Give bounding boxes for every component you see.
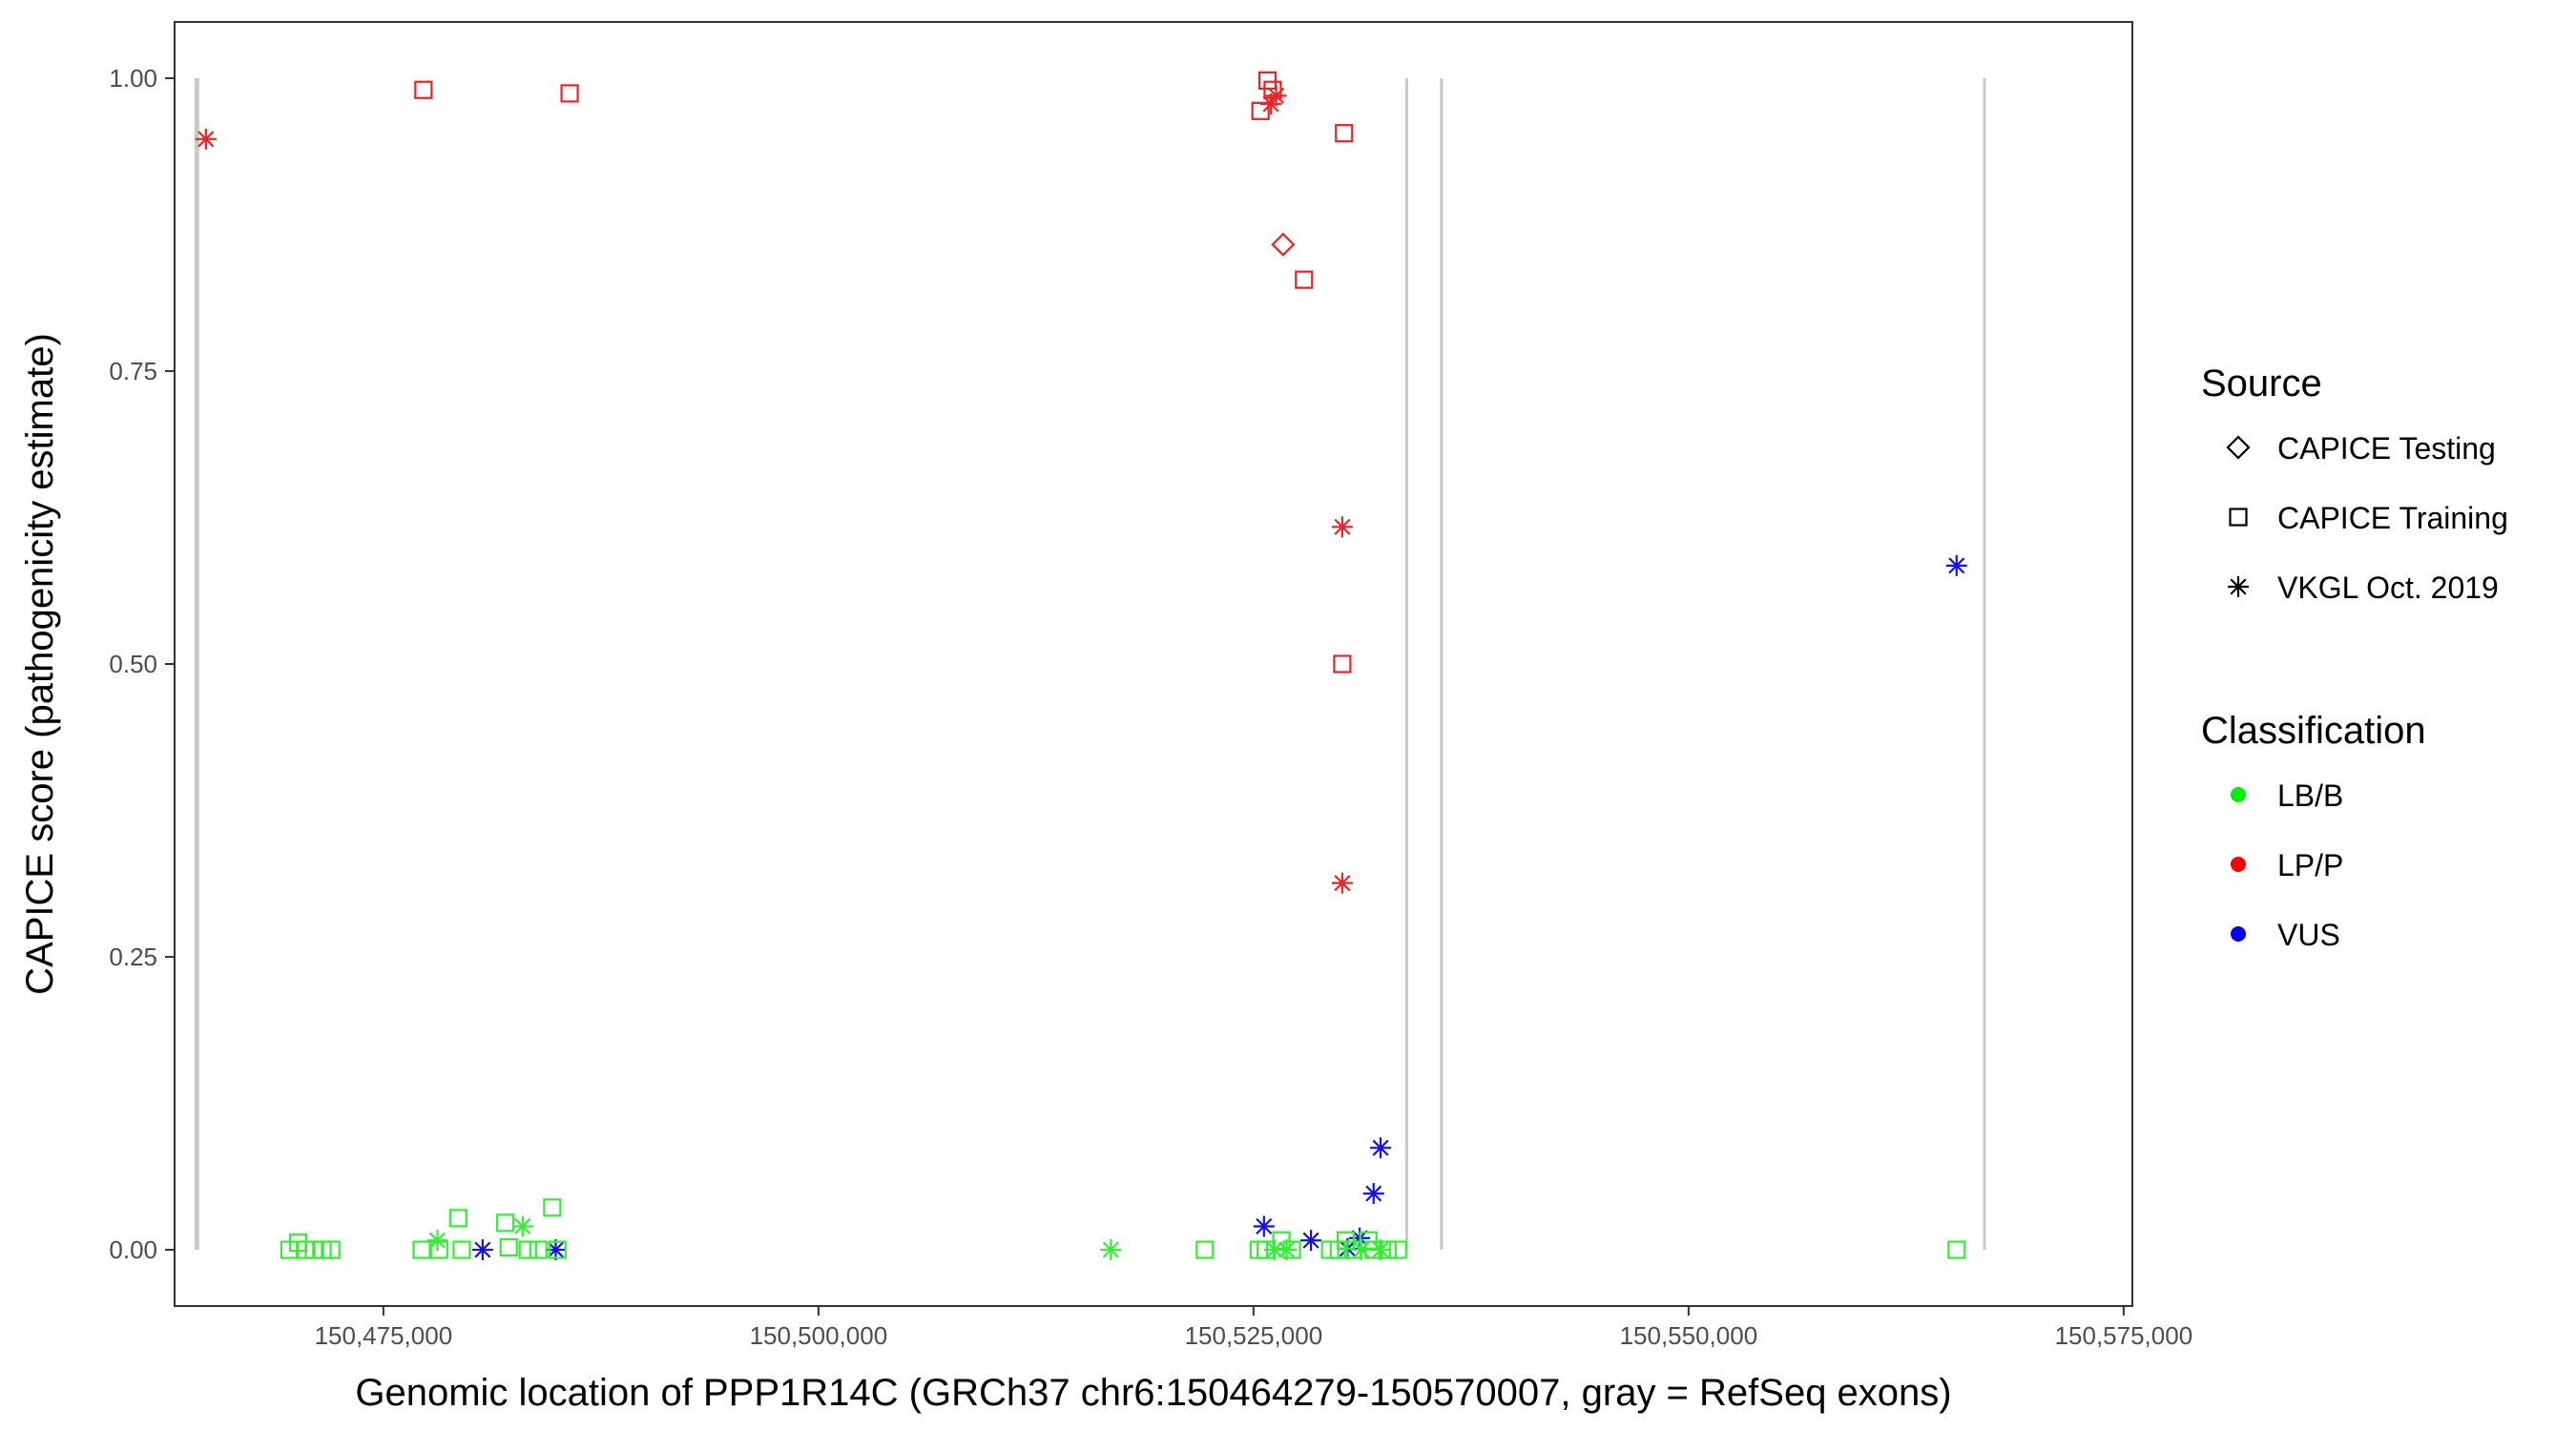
- exon-layer: [194, 77, 1986, 1251]
- data-point: [452, 1240, 471, 1259]
- data-point: [1253, 1215, 1275, 1237]
- data-point: [1263, 1239, 1285, 1261]
- data-point: [412, 1240, 431, 1259]
- legend-dot-vus: [2231, 926, 2246, 942]
- data-point: [1336, 1231, 1356, 1250]
- data-point: [499, 1237, 518, 1257]
- data-point: [1195, 1240, 1215, 1259]
- data-point: [1331, 516, 1353, 538]
- data-point: [1329, 1240, 1348, 1259]
- y-tick-label: 0.00: [109, 1235, 157, 1264]
- y-axis-title: CAPICE score (pathogenicity estimate): [19, 333, 61, 995]
- legend-label-lpp: LP/P: [2277, 848, 2343, 882]
- data-point: [560, 84, 579, 103]
- data-point: [1370, 1137, 1392, 1159]
- data-point: [1257, 71, 1278, 91]
- x-tick-label: 150,575,000: [2055, 1321, 2193, 1350]
- data-point: [1945, 554, 1967, 576]
- data-point: [548, 1240, 567, 1259]
- data-point: [511, 1215, 533, 1237]
- data-point: [518, 1240, 537, 1259]
- data-point: [471, 1239, 493, 1261]
- data-point: [1260, 93, 1282, 114]
- data-point: [1282, 1240, 1301, 1259]
- data-point: [195, 128, 217, 150]
- data-point: [1251, 101, 1270, 120]
- x-tick-label: 150,500,000: [750, 1321, 888, 1350]
- data-point: [1100, 1239, 1122, 1261]
- legend-item-capice-testing: CAPICE Testing: [2226, 431, 2496, 466]
- data-point: [414, 80, 433, 99]
- data-point: [1388, 1240, 1407, 1259]
- x-tick-label: 150,525,000: [1185, 1321, 1323, 1350]
- data-point: [1276, 1239, 1298, 1261]
- legend-label-vus: VUS: [2277, 918, 2340, 952]
- data-point: [1370, 1239, 1392, 1261]
- x-tick-label: 150,475,000: [315, 1321, 453, 1350]
- y-tick-label: 0.75: [109, 357, 157, 385]
- data-point: [322, 1240, 341, 1259]
- legend-source-title: Source: [2201, 363, 2322, 404]
- data-point: [543, 1198, 562, 1217]
- legend-dot-lpp: [2231, 857, 2246, 872]
- data-point: [429, 1240, 448, 1259]
- legend-item-lbb: LB/B: [2231, 778, 2343, 813]
- legend-item-lpp: LP/P: [2231, 848, 2343, 882]
- data-point: [529, 1240, 548, 1259]
- legend-label-capice-training: CAPICE Training: [2277, 501, 2508, 535]
- legend: Source CAPICE Testing CAPICE Training VK…: [2201, 363, 2508, 952]
- legend-label-capice-testing: CAPICE Testing: [2277, 431, 2496, 466]
- y-tick-label: 0.25: [109, 943, 157, 971]
- x-tick-label: 150,550,000: [1620, 1321, 1758, 1350]
- y-axis: 0.00 0.25 0.50 0.75 1.00: [109, 64, 175, 1264]
- data-point: [495, 1213, 515, 1233]
- data-point: [545, 1239, 567, 1261]
- x-axis-title: Genomic location of PPP1R14C (GRCh37 chr…: [355, 1372, 1951, 1414]
- y-tick-label: 1.00: [109, 64, 157, 93]
- data-point: [1947, 1240, 1966, 1259]
- legend-key-square: [2229, 508, 2248, 527]
- legend-item-vkgl: VKGL Oct. 2019: [2228, 570, 2499, 605]
- data-point: [1362, 1183, 1384, 1205]
- legend-key-asterisk: [2228, 576, 2249, 597]
- point-layer: [195, 71, 1967, 1261]
- legend-item-capice-training: CAPICE Training: [2229, 501, 2508, 535]
- data-point: [1335, 124, 1354, 143]
- data-point: [1378, 1240, 1397, 1259]
- data-point: [1272, 1231, 1291, 1250]
- data-point: [1300, 1230, 1322, 1252]
- legend-classification-title: Classification: [2201, 710, 2426, 752]
- y-tick-label: 0.50: [109, 650, 157, 678]
- data-point: [1295, 270, 1314, 289]
- legend-label-lbb: LB/B: [2277, 778, 2343, 813]
- legend-dot-lbb: [2231, 787, 2246, 802]
- x-axis: 150,475,000 150,500,000 150,525,000 150,550…: [315, 1306, 2193, 1350]
- legend-key-diamond: [2226, 435, 2251, 460]
- data-point: [1271, 232, 1296, 257]
- data-point: [426, 1230, 448, 1252]
- data-point: [448, 1209, 467, 1228]
- data-point: [1333, 654, 1352, 674]
- legend-item-vus: VUS: [2231, 918, 2340, 952]
- data-point: [1265, 85, 1287, 107]
- data-point: [1331, 872, 1353, 894]
- legend-label-vkgl: VKGL Oct. 2019: [2277, 570, 2499, 605]
- data-point: [1359, 1231, 1378, 1250]
